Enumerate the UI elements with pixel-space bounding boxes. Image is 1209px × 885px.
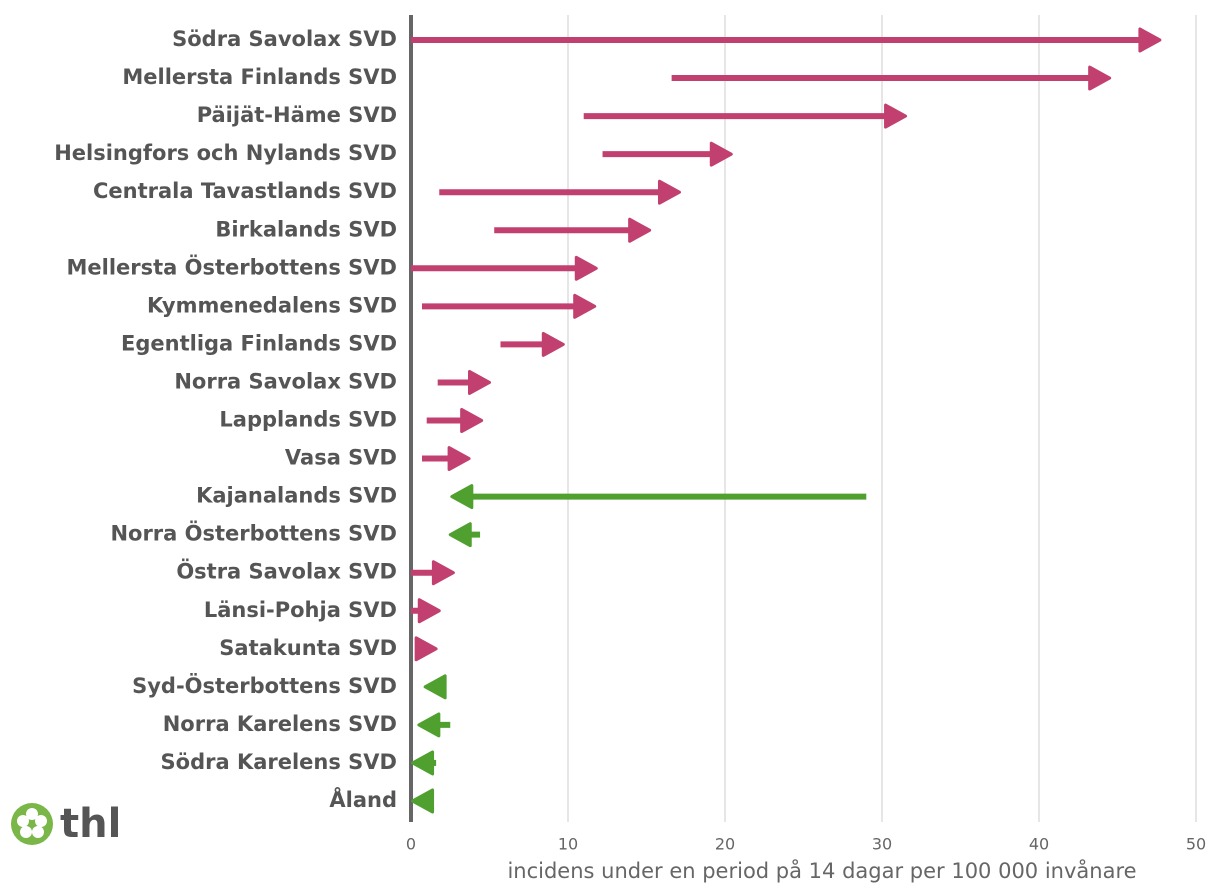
arrow-head — [447, 446, 471, 472]
y-tick-label: Södra Savolax SVD — [172, 27, 397, 51]
arrow-head — [417, 712, 441, 738]
y-tick-label: Lapplands SVD — [219, 408, 397, 432]
y-tick-label: Östra Savolax SVD — [176, 559, 397, 584]
logo-petal — [32, 826, 44, 838]
logo-petal — [35, 815, 47, 827]
arrow-head — [411, 788, 435, 814]
logo-petal — [20, 826, 32, 838]
y-tick-label: Norra Österbottens SVD — [110, 521, 397, 546]
arrow-head — [468, 369, 491, 395]
logo-text: thl — [60, 801, 121, 847]
x-tick-label: 30 — [872, 835, 892, 854]
y-tick-label: Länsi-Pohja SVD — [204, 598, 397, 622]
arrow-head — [884, 103, 908, 129]
arrow-head — [574, 255, 598, 281]
arrow-head — [460, 408, 484, 433]
arrow-head — [431, 560, 455, 586]
arrow-head — [411, 750, 435, 776]
arrow-head — [423, 674, 447, 700]
y-tick-label: Kymmenedalens SVD — [147, 293, 397, 317]
y-tick-label: Mellersta Finlands SVD — [122, 65, 397, 89]
arrow-head — [417, 598, 441, 624]
y-tick-label: Åland — [329, 787, 397, 812]
arrow-head — [657, 179, 681, 205]
arrow-head — [573, 293, 597, 319]
y-tick-label: Syd-Österbottens SVD — [132, 673, 397, 698]
logo-petal — [26, 808, 38, 820]
x-tick-label: 40 — [1029, 835, 1049, 854]
y-tick-label: Birkalands SVD — [215, 217, 397, 241]
y-tick-label: Norra Karelens SVD — [163, 712, 397, 736]
x-tick-label: 0 — [406, 835, 416, 854]
logo: thl — [11, 801, 121, 847]
y-tick-label: Kajanalands SVD — [196, 484, 397, 508]
arrow-head — [450, 484, 474, 510]
y-tick-label: Norra Savolax SVD — [174, 369, 397, 393]
y-tick-label: Päijät-Häme SVD — [197, 103, 397, 127]
y-tick-label: Egentliga Finlands SVD — [121, 331, 397, 355]
arrow-head — [709, 141, 733, 167]
arrow-head — [1138, 27, 1162, 53]
arrow-head — [541, 331, 565, 357]
arrow-head — [448, 522, 472, 548]
x-tick-label: 10 — [558, 835, 578, 854]
y-tick-label: Vasa SVD — [285, 446, 397, 470]
y-tick-label: Centrala Tavastlands SVD — [93, 179, 397, 203]
arrow-head — [628, 217, 652, 243]
y-tick-label: Södra Karelens SVD — [161, 750, 397, 774]
y-tick-label: Mellersta Österbottens SVD — [67, 254, 398, 279]
x-tick-label: 20 — [715, 835, 735, 854]
x-axis-label: incidens under en period på 14 dagar per… — [507, 858, 1136, 883]
x-tick-label: 50 — [1186, 835, 1206, 854]
y-tick-label: Satakunta SVD — [219, 636, 397, 660]
logo-petal — [17, 815, 29, 827]
arrow-head — [414, 636, 438, 662]
arrow-head — [1088, 65, 1112, 91]
y-tick-label: Helsingfors och Nylands SVD — [54, 141, 397, 165]
